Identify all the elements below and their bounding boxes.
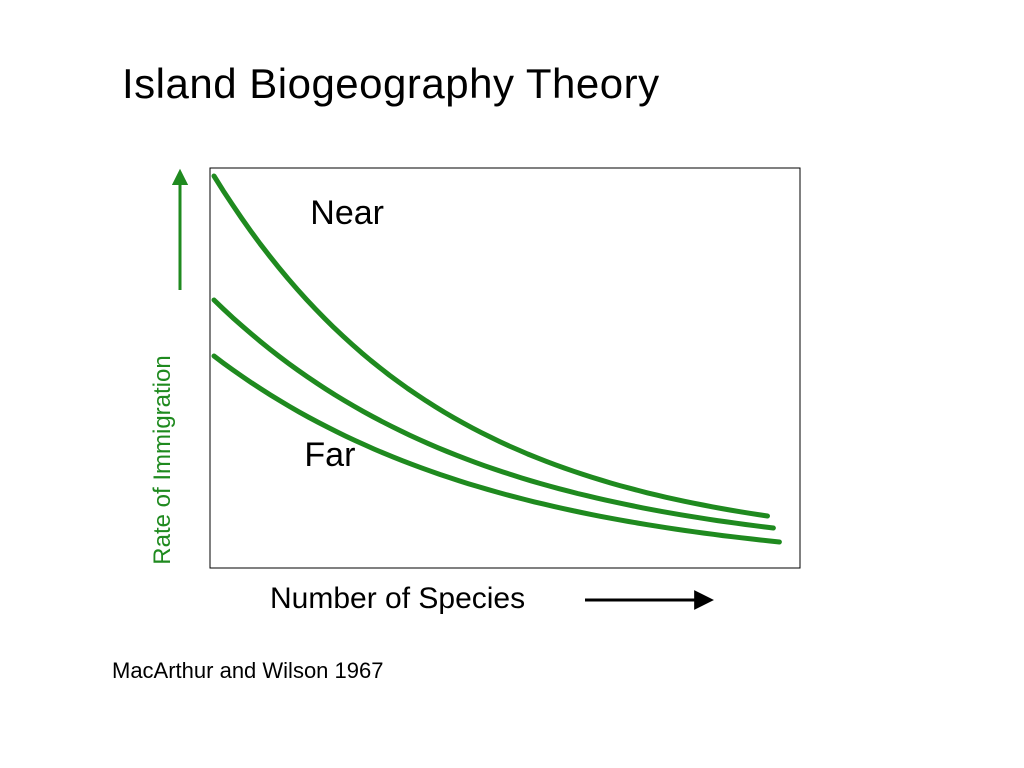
curve-label-far: Far xyxy=(304,436,355,474)
chart-svg: Near Far Rate of Immigration Number of Spec… xyxy=(150,160,810,630)
immigration-chart: NearFarRate of ImmigrationNumber of Spec… xyxy=(150,160,810,590)
y-axis-label: Rate of Immigration xyxy=(150,355,176,564)
slide: Island Biogeography Theory Near Far Rate o… xyxy=(0,0,1024,768)
x-axis-label: Number of Species xyxy=(270,582,525,615)
citation-text: MacArthur and Wilson 1967 xyxy=(112,658,383,684)
curve-label-near: Near xyxy=(310,194,384,232)
slide-title: Island Biogeography Theory xyxy=(122,60,660,108)
